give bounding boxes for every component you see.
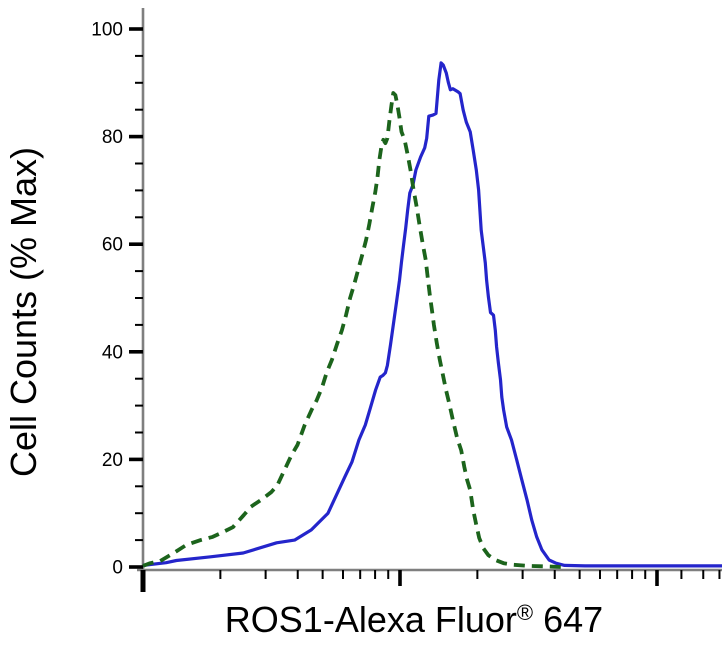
axis-ticks bbox=[129, 27, 721, 592]
y-tick-label: 60 bbox=[102, 235, 123, 256]
registered-trademark-mark: ® bbox=[517, 600, 533, 625]
y-axis-title: Cell Counts (% Max) bbox=[3, 147, 44, 477]
dashed-green-curve bbox=[142, 91, 562, 569]
x-axis-title: ROS1-Alexa Fluor® 647 bbox=[225, 599, 603, 640]
solid-blue-curve bbox=[142, 61, 722, 568]
y-tick-label: 20 bbox=[102, 450, 123, 471]
x-axis-title-main: ROS1-Alexa Fluor bbox=[225, 599, 517, 640]
y-tick-labels: 0 20 40 60 80 100 bbox=[91, 20, 123, 579]
y-tick-label: 0 bbox=[112, 558, 123, 579]
y-tick-label: 100 bbox=[91, 20, 123, 41]
y-tick-label: 40 bbox=[102, 342, 123, 363]
histogram-curves bbox=[142, 61, 722, 569]
y-tick-label: 80 bbox=[102, 127, 123, 148]
x-axis-title-suffix: 647 bbox=[533, 599, 603, 640]
